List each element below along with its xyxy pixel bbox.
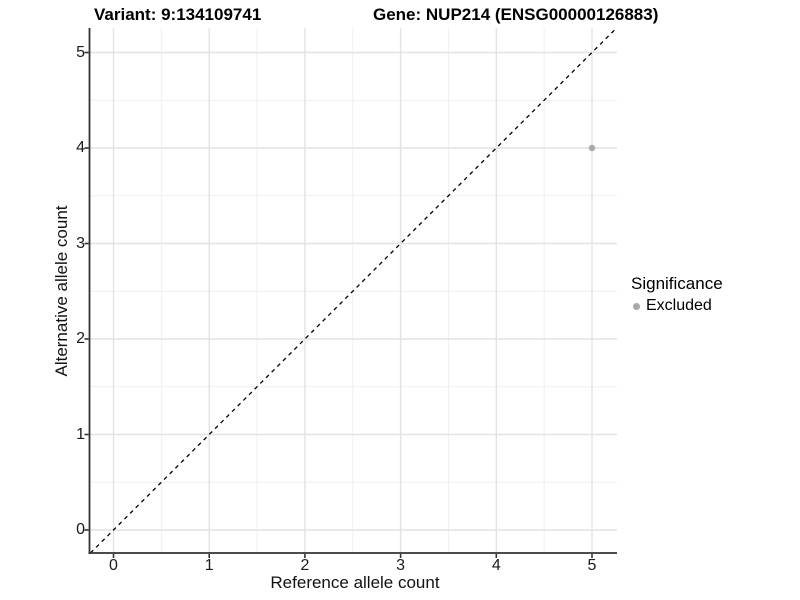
y-tick-label: 3	[76, 234, 85, 252]
y-tick-label: 5	[76, 43, 85, 61]
variant-title: Variant: 9:134109741	[94, 5, 262, 24]
y-tick-label: 4	[76, 139, 85, 156]
x-tick-label: 3	[396, 557, 406, 574]
y-tick-label: 0	[76, 521, 85, 538]
legend-item-label: Excluded	[646, 297, 712, 314]
gene-title: Gene: NUP214 (ENSG00000126883)	[373, 5, 659, 24]
y-tick-label: 2	[76, 330, 85, 347]
legend-item-excluded: Excluded	[631, 297, 723, 315]
x-tick-label: 1	[204, 557, 214, 574]
x-tick-label: 5	[587, 557, 597, 574]
y-tick-label: 1	[76, 425, 85, 443]
data-point	[588, 144, 596, 152]
excluded-point-swatch	[633, 302, 640, 310]
x-tick-label: 0	[109, 557, 118, 574]
x-tick-label: 2	[300, 557, 310, 574]
x-tick-label: 4	[491, 557, 501, 574]
legend-title: Significance	[631, 274, 723, 293]
x-axis-title: Reference allele count	[270, 573, 440, 592]
identity-line	[89, 27, 618, 554]
y-axis-title: Alternative allele count	[52, 205, 71, 377]
legend: Significance Excluded	[631, 274, 723, 315]
